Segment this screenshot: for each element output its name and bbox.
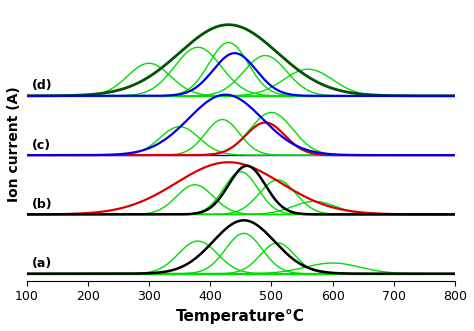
Text: (d): (d) <box>31 79 52 92</box>
Text: (a): (a) <box>31 257 52 270</box>
Text: (c): (c) <box>31 139 51 152</box>
Text: (b): (b) <box>31 198 52 211</box>
X-axis label: Temperature°C: Temperature°C <box>176 309 305 324</box>
Y-axis label: Ion current (A): Ion current (A) <box>7 86 21 202</box>
